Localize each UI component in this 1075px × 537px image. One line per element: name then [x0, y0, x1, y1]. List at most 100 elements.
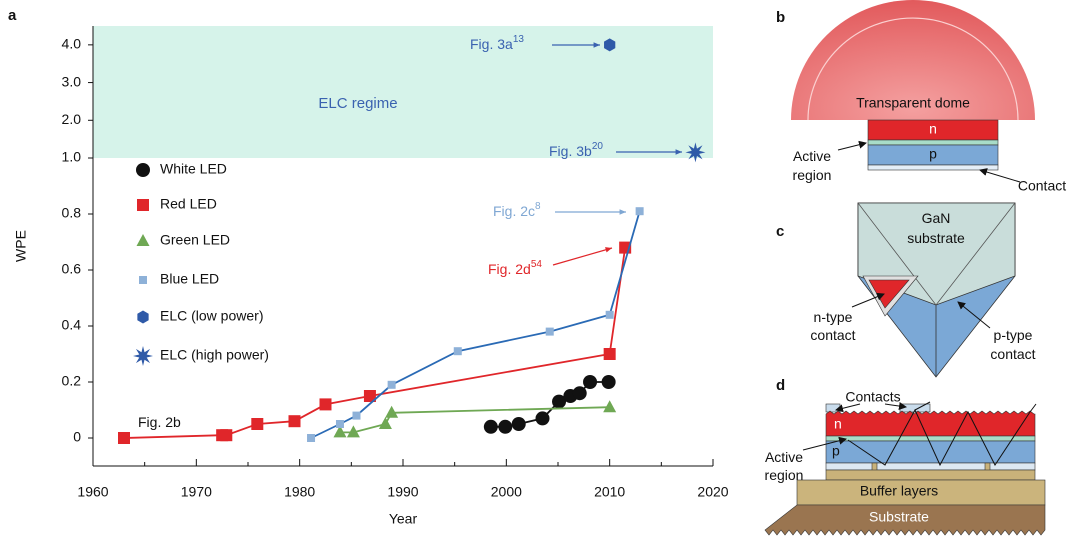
- arrow: [957, 301, 991, 329]
- n-label: n: [929, 121, 937, 137]
- marker: [572, 386, 587, 401]
- annotation: Fig. 3b20: [549, 141, 603, 159]
- annotation-arrow: [552, 247, 613, 266]
- marker: [363, 390, 376, 402]
- series-line: [310, 210, 641, 439]
- marker: [251, 418, 264, 430]
- n-label: n: [834, 416, 842, 432]
- marker: [498, 419, 513, 434]
- marker: [335, 420, 344, 428]
- legend-marker: [139, 276, 147, 284]
- p-contact-label: p-type contact: [990, 327, 1035, 362]
- marker: [453, 347, 462, 356]
- marker: [604, 38, 616, 52]
- marker: [288, 415, 301, 428]
- substrate: [764, 504, 1046, 536]
- annotation: Fig. 2d54: [488, 259, 542, 277]
- active-label: Active region: [765, 449, 804, 483]
- marker: [118, 432, 130, 444]
- active-layer: [867, 139, 999, 146]
- diagram-d: Contacts n p Active region Buffer layers …: [764, 389, 1046, 536]
- y-tick-label: 0: [73, 429, 81, 445]
- p-label: p: [929, 146, 937, 162]
- diagram-b: Transparent dome n p Active region Contac…: [791, 0, 1066, 194]
- legend-marker: [136, 163, 150, 177]
- legend-label: Blue LED: [160, 271, 219, 287]
- dome-highlight: [807, 17, 1019, 121]
- marker: [605, 310, 614, 319]
- active-label: Active region: [793, 148, 832, 183]
- legend-label: ELC (low power): [160, 308, 263, 324]
- y-tick-label: 0.8: [62, 205, 82, 221]
- legend-marker: [137, 310, 149, 324]
- dome-label: Transparent dome: [856, 95, 970, 111]
- y-tick-label: 4.0: [62, 36, 82, 52]
- x-tick-label: 1990: [387, 484, 418, 500]
- panel-label: b: [776, 9, 785, 26]
- marker: [545, 327, 554, 336]
- y-tick-label: 2.0: [62, 111, 82, 127]
- marker: [601, 375, 616, 389]
- arrow: [884, 402, 907, 410]
- n-layer: [825, 410, 1036, 437]
- panel-label: a: [8, 7, 17, 24]
- x-tick-label: 1960: [77, 484, 108, 500]
- marker: [635, 207, 644, 216]
- n-contact-label: n-type contact: [810, 309, 855, 343]
- regime-region: [93, 26, 713, 158]
- arrow-head: [675, 149, 682, 155]
- x-tick-label: 2010: [594, 484, 625, 500]
- p-label: p: [832, 443, 840, 459]
- contact-label: Contact: [1018, 178, 1066, 194]
- marker: [307, 434, 316, 442]
- y-tick-label: 0.4: [62, 317, 82, 333]
- arrow: [837, 140, 867, 151]
- x-tick-label: 2000: [491, 484, 522, 500]
- legend-marker: [137, 199, 149, 211]
- marker: [333, 425, 347, 438]
- y-tick-label: 0.6: [62, 261, 82, 277]
- annotation: Fig. 2c8: [493, 201, 541, 219]
- y-axis-label: WPE: [13, 230, 29, 262]
- legend-label: ELC (high power): [160, 347, 269, 363]
- panel-label: c: [776, 223, 784, 240]
- marker: [511, 417, 526, 431]
- arrow-head: [593, 42, 600, 48]
- arrow: [979, 168, 1021, 183]
- marker: [483, 419, 498, 434]
- legend-label: Green LED: [160, 232, 230, 248]
- legend-label: White LED: [160, 161, 227, 177]
- marker: [352, 411, 361, 420]
- marker: [346, 425, 360, 438]
- arrow-head: [605, 247, 612, 253]
- marker: [685, 142, 706, 163]
- bond-layer: [825, 469, 1036, 481]
- marker: [385, 405, 399, 418]
- panel-label: d: [776, 377, 785, 394]
- arrow: [835, 403, 861, 413]
- marker: [603, 348, 616, 360]
- x-tick-label: 1970: [181, 484, 212, 500]
- contact-layer: [867, 164, 999, 171]
- dome: [791, 0, 1035, 120]
- substrate-label: Substrate: [869, 509, 929, 525]
- marker: [319, 398, 332, 411]
- marker: [583, 375, 598, 389]
- regime-label: ELC regime: [318, 95, 397, 112]
- diagram-c: GaN substrate n-type contact p-type contact: [810, 202, 1036, 378]
- marker: [603, 400, 617, 413]
- x-axis-label: Year: [389, 511, 418, 527]
- legend-marker: [133, 346, 153, 366]
- y-tick-label: 1.0: [62, 149, 82, 165]
- x-tick-label: 2020: [697, 484, 728, 500]
- y-tick-label: 0.2: [62, 373, 82, 389]
- substrate-label: GaN substrate: [907, 210, 965, 246]
- mirror: [825, 462, 1036, 471]
- marker: [552, 394, 567, 409]
- buffer-label: Buffer layers: [860, 483, 938, 499]
- arrow: [851, 292, 885, 308]
- marker: [220, 429, 233, 442]
- marker: [535, 411, 550, 426]
- marker: [387, 380, 396, 389]
